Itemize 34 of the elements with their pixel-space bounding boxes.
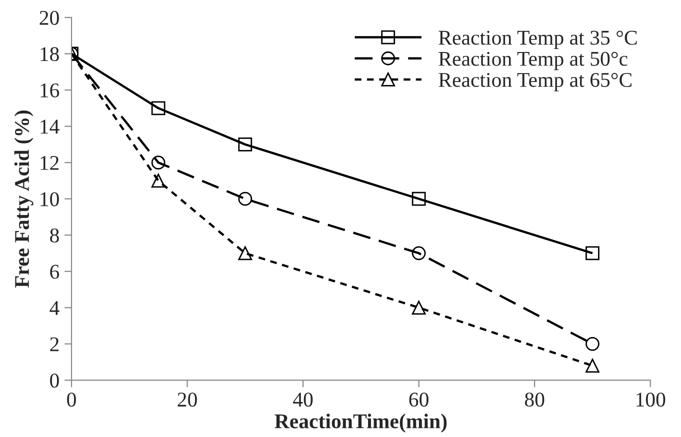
point [586,246,600,260]
point [412,192,426,206]
y-tick-label: 10 [40,192,59,206]
x-tick-label: 20 [178,392,197,407]
x-axis-title: ReactionTime(min) [274,414,447,433]
point [586,336,600,351]
y-axis-title: Free Fatty Acid (%) [14,110,34,288]
x-tick-label: 80 [524,392,544,407]
y-tick-label: 6 [50,264,60,279]
legend-label: Reaction Temp at 65°C [438,72,632,92]
point [412,300,426,315]
point [151,174,166,188]
point [238,246,252,260]
y-tick-label: 16 [40,83,60,98]
x-tick-label: 100 [636,392,666,407]
x-tick-label: 0 [67,392,76,407]
y-tick-label: 18 [40,47,59,62]
y-tick-label: 2 [50,337,59,352]
y-tick-label: 20 [40,10,59,25]
x-tick-label: 40 [293,392,313,407]
y-tick-label: 4 [50,301,60,315]
legend-label: Reaction Temp at 50°c [438,52,628,70]
legend-label: Reaction Temp at 35 °C [438,30,637,49]
y-tick-label: 14 [40,120,60,134]
x-tick-label: 60 [409,392,428,407]
point [151,101,166,116]
y-tick-label: 12 [40,156,59,170]
y-tick-label: 0 [50,374,59,388]
point [151,156,166,170]
point [412,246,426,260]
y-tick-label: 8 [50,228,59,243]
point [238,137,252,152]
point [238,192,252,206]
point [586,358,600,373]
